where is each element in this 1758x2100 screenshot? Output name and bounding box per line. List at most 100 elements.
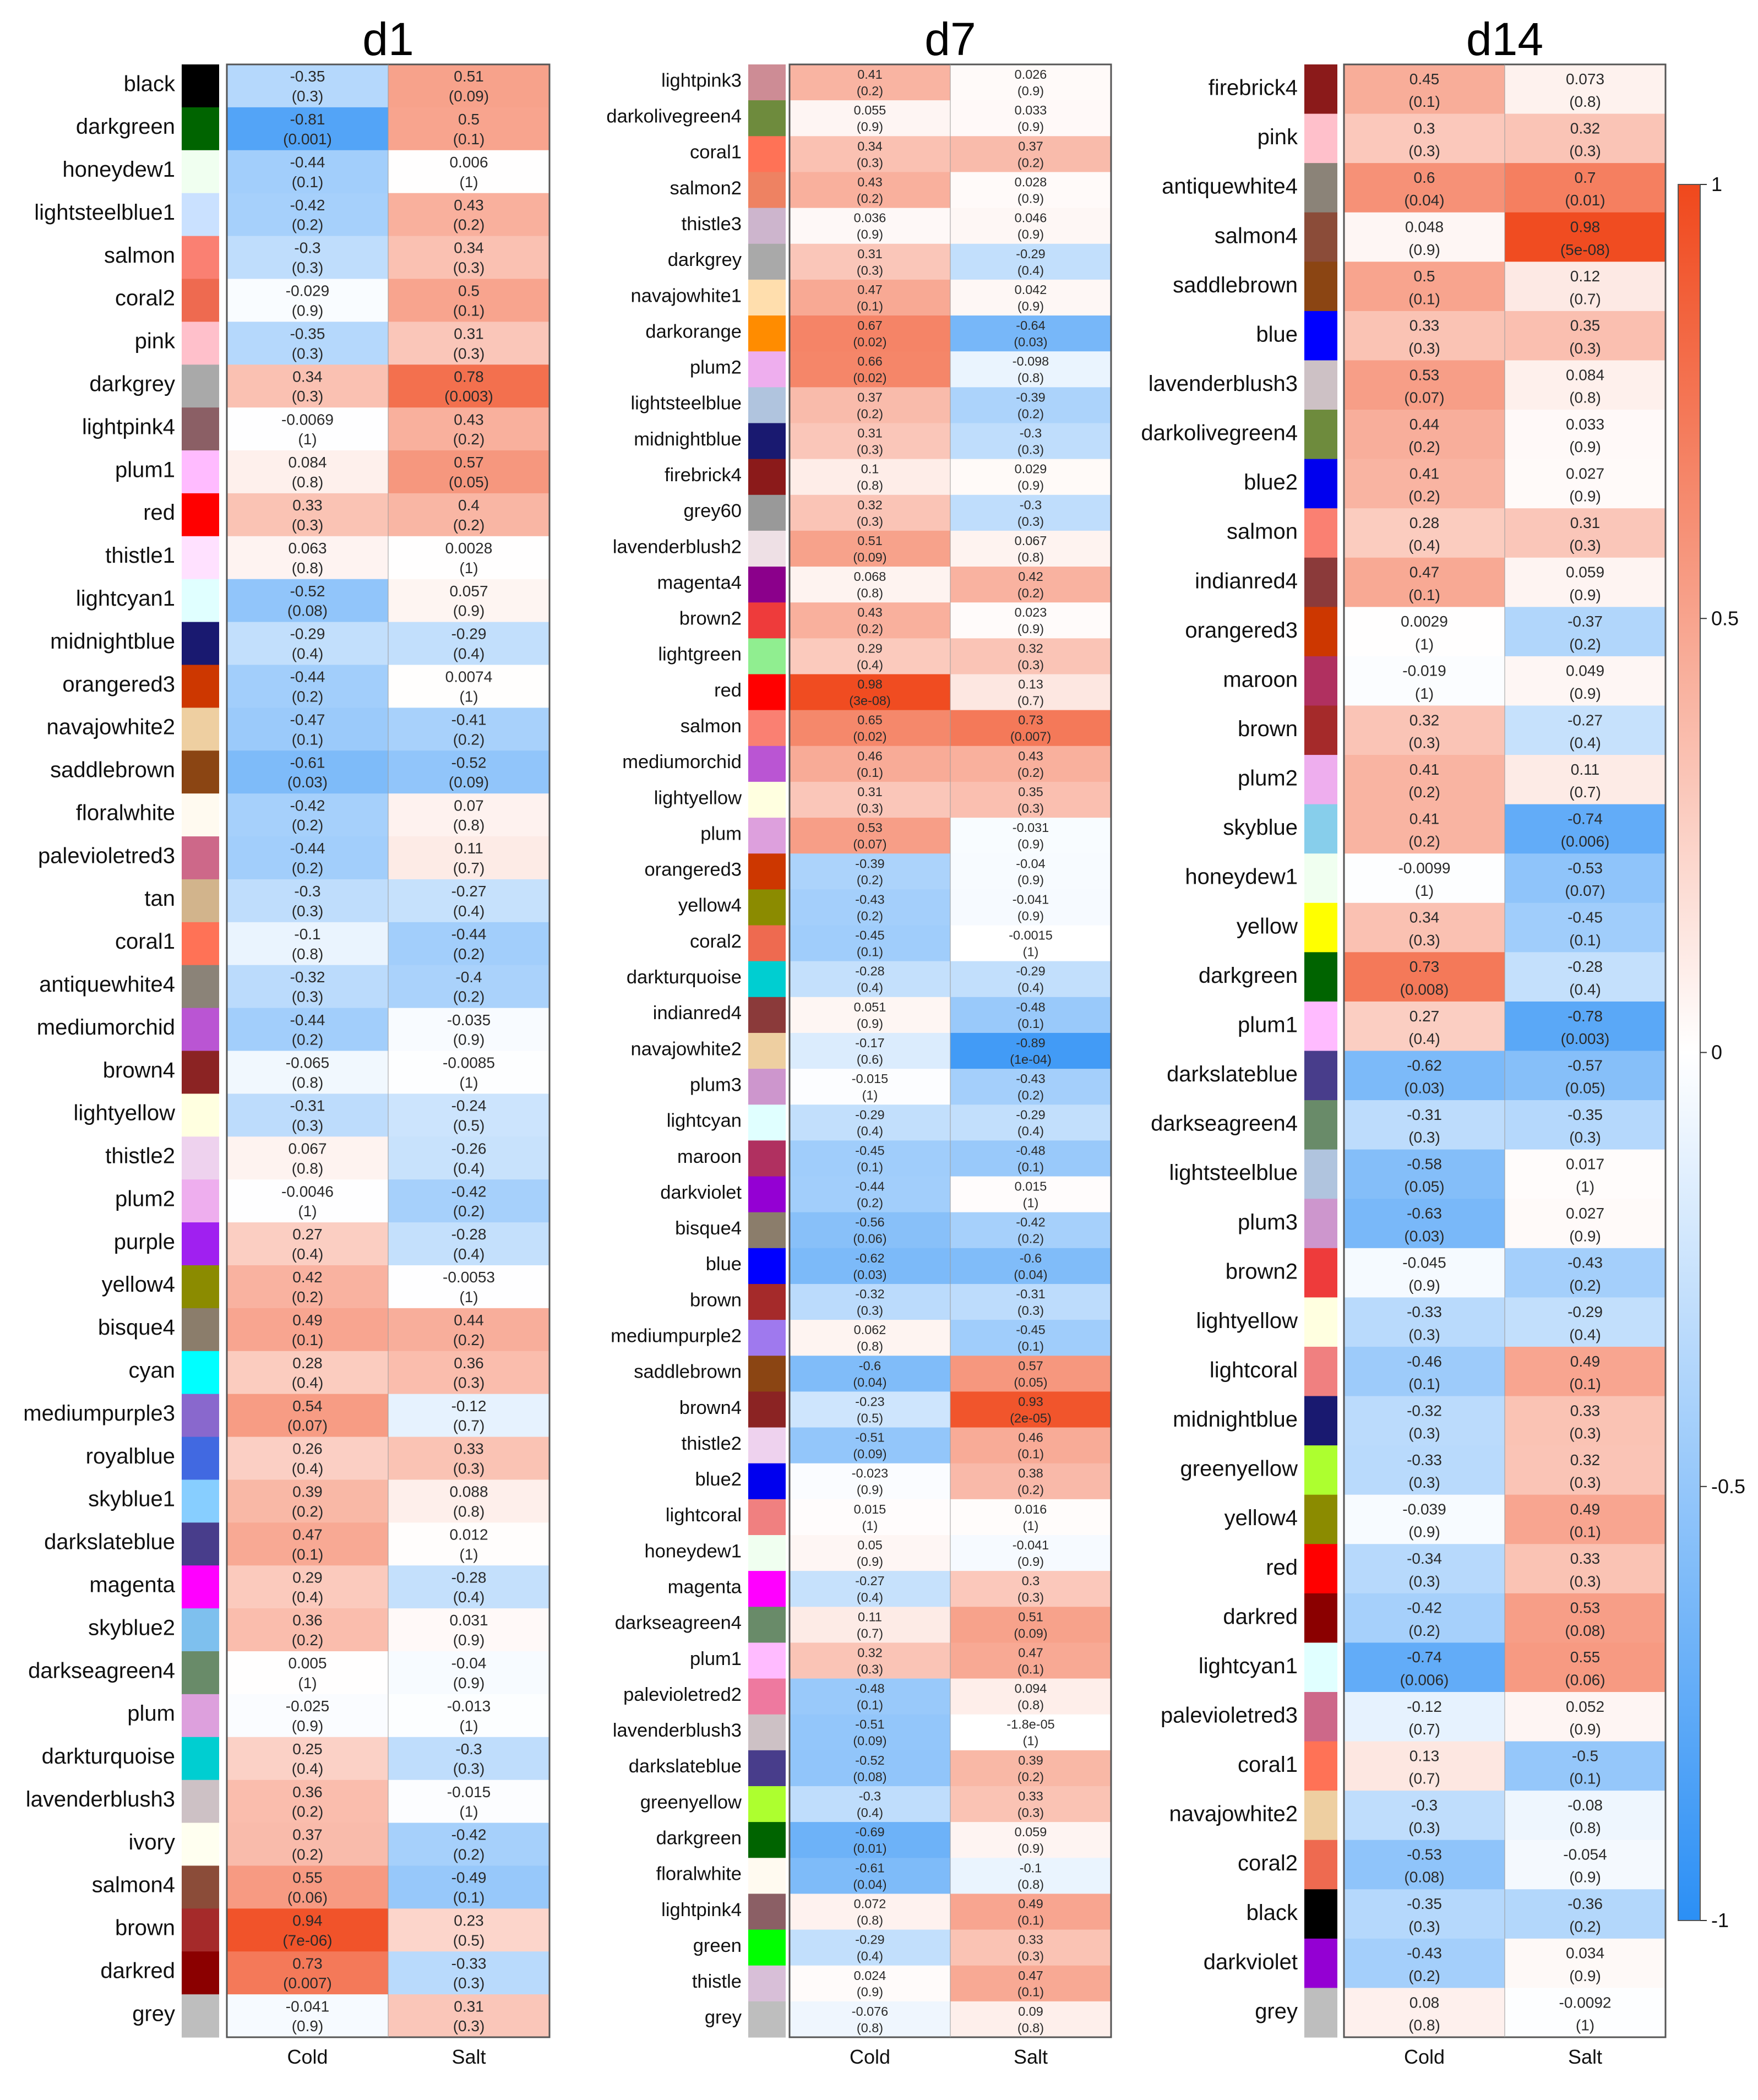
row-indianred4: indianred4 0.051 (0.9) -0.48 (0.1) xyxy=(653,997,1112,1033)
row-plum1: plum1 0.084 (0.8) 0.57 (0.05) xyxy=(115,450,550,494)
row-lightcyan1: lightcyan1 -0.74 (0.006) 0.55 (0.06) xyxy=(1199,1642,1666,1693)
module-color-swatch xyxy=(748,1535,786,1571)
module-label: lightcoral xyxy=(1210,1358,1298,1382)
cell-pvalue: (0.2) xyxy=(292,688,324,705)
heatmap-cell xyxy=(790,1463,951,1500)
row-bisque4: bisque4 -0.56 (0.06) -0.42 (0.2) xyxy=(675,1212,1112,1249)
cell-correlation: 0.027 xyxy=(1566,1205,1604,1222)
cell-pvalue: (0.2) xyxy=(453,216,485,233)
row-bisque4: bisque4 0.49 (0.1) 0.44 (0.2) xyxy=(98,1308,550,1352)
cell-pvalue: (0.04) xyxy=(1014,1267,1047,1282)
cell-pvalue: (1) xyxy=(1023,945,1039,959)
module-color-swatch xyxy=(1304,163,1337,213)
heatmap-cell xyxy=(950,1140,1112,1177)
cell-correlation: 0.46 xyxy=(1018,1430,1043,1445)
cell-correlation: 0.31 xyxy=(857,426,883,440)
module-color-swatch xyxy=(748,674,786,711)
cell-pvalue: (0.05) xyxy=(449,474,489,491)
heatmap-cell xyxy=(388,1951,550,1995)
cell-correlation: 0.31 xyxy=(857,785,883,799)
module-label: honeydew1 xyxy=(62,157,175,182)
cell-correlation: 0.34 xyxy=(857,139,883,153)
cell-pvalue: (0.3) xyxy=(857,1303,883,1318)
module-color-swatch xyxy=(748,1140,786,1177)
cell-pvalue: (0.8) xyxy=(453,817,485,834)
module-label: antiquewhite4 xyxy=(39,972,175,997)
cell-correlation: -0.1 xyxy=(1020,1860,1042,1875)
module-label: plum1 xyxy=(115,458,175,482)
cell-pvalue: (1) xyxy=(862,1088,878,1102)
row-lightsteelblue1: lightsteelblue1 -0.42 (0.2) 0.43 (0.2) xyxy=(34,193,550,237)
cell-pvalue: (1) xyxy=(1023,1196,1039,1210)
cell-pvalue: (0.3) xyxy=(1569,340,1601,357)
module-color-swatch xyxy=(748,1032,786,1069)
module-color-swatch xyxy=(1304,1445,1337,1495)
heatmap-cell xyxy=(1344,853,1505,904)
heatmap-cell xyxy=(1344,1494,1505,1544)
cell-pvalue: (3e-08) xyxy=(849,693,891,708)
cell-pvalue: (0.3) xyxy=(453,345,485,362)
row-maroon: maroon -0.019 (1) 0.049 (0.9) xyxy=(1223,656,1666,706)
cell-correlation: -0.3 xyxy=(294,883,320,900)
heatmap-cell xyxy=(227,322,389,365)
module-color-swatch xyxy=(182,1051,219,1094)
cell-pvalue: (0.4) xyxy=(857,657,883,672)
cell-pvalue: (0.8) xyxy=(857,586,883,600)
module-label: brown xyxy=(690,1290,742,1310)
module-color-swatch xyxy=(182,665,219,708)
row-black: black -0.35 (0.3) -0.36 (0.2) xyxy=(1247,1889,1666,1939)
cell-correlation: -0.041 xyxy=(1013,892,1049,906)
heatmap-cell xyxy=(388,1479,550,1523)
cell-correlation: 0.49 xyxy=(292,1312,323,1329)
cell-pvalue: (0.8) xyxy=(1569,1819,1601,1836)
cell-pvalue: (1) xyxy=(298,431,317,448)
cell-pvalue: (0.2) xyxy=(1017,1770,1044,1784)
cell-correlation: 0.055 xyxy=(854,103,886,117)
heatmap-cell xyxy=(388,1522,550,1566)
cell-correlation: 0.47 xyxy=(1018,1645,1043,1660)
row-antiquewhite4: antiquewhite4 0.6 (0.04) 0.7 (0.01) xyxy=(1162,163,1666,213)
heatmap-cell xyxy=(227,708,389,751)
heatmap-cell xyxy=(388,1394,550,1438)
module-color-swatch xyxy=(182,1865,219,1909)
heatmap-cell xyxy=(790,1176,951,1213)
module-label: brown2 xyxy=(1226,1259,1298,1283)
cell-correlation: 0.37 xyxy=(1018,139,1043,153)
row-darkseagreen4: darkseagreen4 0.11 (0.7) 0.51 (0.09) xyxy=(615,1607,1112,1643)
cell-pvalue: (0.9) xyxy=(453,602,485,619)
cell-correlation: 0.41 xyxy=(1409,465,1440,482)
cell-correlation: -0.33 xyxy=(1407,1451,1442,1468)
cell-correlation: -0.45 xyxy=(855,1143,884,1157)
heatmap-cell xyxy=(950,1391,1112,1428)
cell-correlation: -0.0099 xyxy=(1398,859,1451,877)
cell-correlation: 0.084 xyxy=(1566,366,1604,383)
cell-pvalue: (0.9) xyxy=(1017,478,1044,493)
cell-pvalue: (0.1) xyxy=(292,1331,324,1348)
row-darkturquoise: darkturquoise -0.28 (0.4) -0.29 (0.4) xyxy=(627,961,1112,998)
row-midnightblue: midnightblue -0.32 (0.3) 0.33 (0.3) xyxy=(1173,1396,1666,1446)
heatmap-cell xyxy=(388,750,550,794)
cell-pvalue: (0.07) xyxy=(1565,882,1605,899)
cell-correlation: -0.29 xyxy=(855,1933,884,1947)
module-color-swatch xyxy=(1304,1346,1337,1397)
row-brown: brown 0.32 (0.3) -0.27 (0.4) xyxy=(1238,705,1666,755)
row-skyblue1: skyblue1 0.39 (0.2) 0.088 (0.8) xyxy=(88,1479,550,1523)
cell-correlation: 0.033 xyxy=(1015,103,1047,117)
module-color-swatch xyxy=(1304,64,1337,115)
cell-pvalue: (0.07) xyxy=(853,837,886,851)
colorbar-gradient xyxy=(1678,184,1701,1921)
cell-pvalue: (0.09) xyxy=(449,88,489,105)
module-color-swatch xyxy=(182,622,219,666)
cell-pvalue: (1) xyxy=(298,1674,317,1691)
module-label: navajowhite2 xyxy=(631,1038,742,1059)
row-honeydew1: honeydew1 0.05 (0.9) -0.041 (0.9) xyxy=(644,1535,1112,1571)
module-color-swatch xyxy=(748,279,786,316)
heatmap-cell xyxy=(1505,1840,1666,1890)
cell-correlation: -0.42 xyxy=(290,197,325,214)
cell-correlation: 0.027 xyxy=(1566,465,1604,482)
cell-correlation: -0.27 xyxy=(855,1574,884,1588)
cell-pvalue: (0.007) xyxy=(1010,730,1051,744)
heatmap-cell xyxy=(790,136,951,173)
module-label: lightcyan1 xyxy=(76,586,175,611)
cell-correlation: -0.32 xyxy=(855,1287,884,1301)
